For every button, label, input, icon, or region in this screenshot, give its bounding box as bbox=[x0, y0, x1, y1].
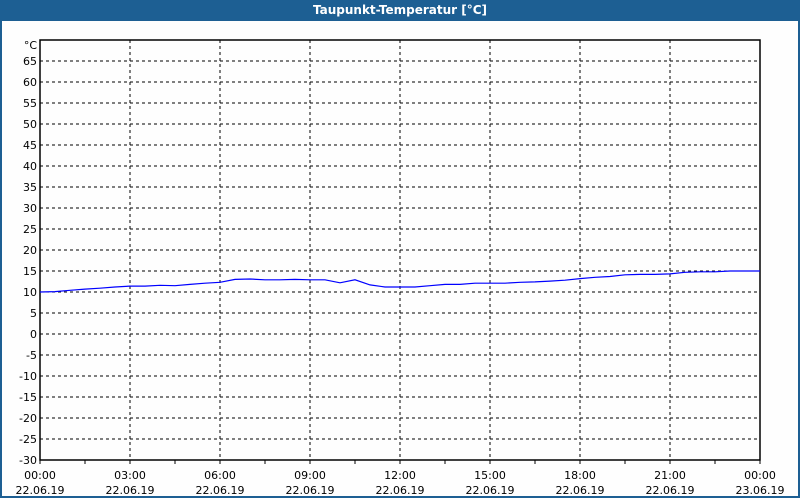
y-tick-label: 20 bbox=[23, 244, 37, 257]
y-tick-label: -10 bbox=[19, 370, 37, 383]
x-tick-time: 15:00 bbox=[474, 469, 506, 482]
x-tick-time: 09:00 bbox=[294, 469, 326, 482]
y-tick-label: 15 bbox=[23, 265, 37, 278]
x-tick-time: 03:00 bbox=[114, 469, 146, 482]
y-tick-label: -5 bbox=[26, 349, 37, 362]
y-tick-label: 10 bbox=[23, 286, 37, 299]
x-tick-date: 22.06.19 bbox=[466, 484, 515, 497]
y-tick-label: 40 bbox=[23, 160, 37, 173]
y-axis-unit: °C bbox=[24, 39, 38, 52]
plot-area bbox=[39, 39, 761, 461]
y-tick-label: -20 bbox=[19, 412, 37, 425]
x-tick-time: 00:00 bbox=[24, 469, 56, 482]
x-tick-time: 00:00 bbox=[744, 469, 776, 482]
y-tick-label: 30 bbox=[23, 202, 37, 215]
x-tick-date: 22.06.19 bbox=[556, 484, 605, 497]
y-tick-label: 25 bbox=[23, 223, 37, 236]
x-tick-date: 23.06.19 bbox=[736, 484, 785, 497]
x-tick-date: 22.06.19 bbox=[376, 484, 425, 497]
y-tick-label: -15 bbox=[19, 391, 37, 404]
y-tick-label: 50 bbox=[23, 118, 37, 131]
y-tick-label: 45 bbox=[23, 139, 37, 152]
x-tick-date: 22.06.19 bbox=[196, 484, 245, 497]
x-tick-time: 18:00 bbox=[564, 469, 596, 482]
y-tick-label: 0 bbox=[30, 328, 37, 341]
x-tick-date: 22.06.19 bbox=[106, 484, 155, 497]
chart-title: Taupunkt-Temperatur [°C] bbox=[0, 0, 800, 21]
y-tick-label: 60 bbox=[23, 76, 37, 89]
y-tick-label: 35 bbox=[23, 181, 37, 194]
x-tick-time: 21:00 bbox=[654, 469, 686, 482]
x-tick-time: 12:00 bbox=[384, 469, 416, 482]
y-tick-label: -30 bbox=[19, 454, 37, 467]
x-tick-date: 22.06.19 bbox=[16, 484, 65, 497]
x-tick-time: 06:00 bbox=[204, 469, 236, 482]
x-tick-date: 22.06.19 bbox=[286, 484, 335, 497]
series-line bbox=[39, 270, 760, 293]
x-tick-date: 22.06.19 bbox=[646, 484, 695, 497]
y-tick-label: 5 bbox=[30, 307, 37, 320]
y-tick-label: -25 bbox=[19, 433, 37, 446]
y-tick-label: 55 bbox=[23, 97, 37, 110]
y-tick-label: 65 bbox=[23, 55, 37, 68]
